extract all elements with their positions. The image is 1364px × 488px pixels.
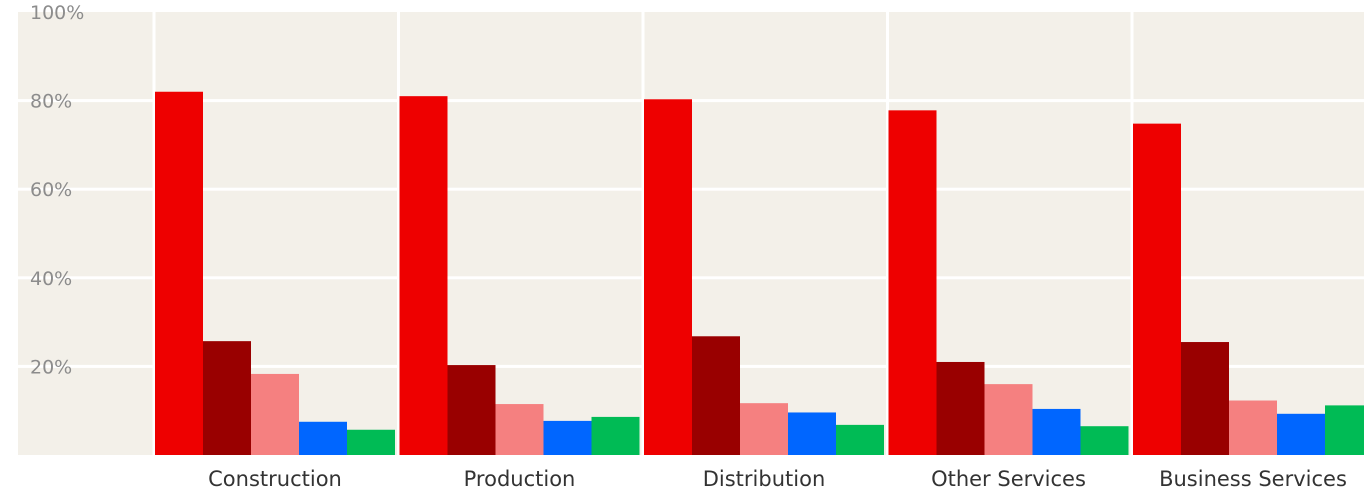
y-tick-label: 100%: [30, 2, 84, 24]
bar: [836, 424, 884, 455]
bar: [936, 361, 985, 455]
x-category-label: Construction: [208, 467, 342, 488]
gridline-v: [886, 12, 889, 455]
gridline-v: [641, 12, 645, 455]
y-tick-label: 80%: [30, 91, 72, 113]
bar: [591, 416, 640, 455]
bar: [543, 420, 592, 455]
x-category-label: Other Services: [931, 467, 1086, 488]
bar: [1181, 342, 1229, 455]
bar: [788, 412, 836, 455]
bar: [1133, 123, 1181, 456]
y-tick-label: 40%: [30, 268, 72, 290]
bar: [1325, 405, 1364, 455]
x-category-label: Production: [464, 467, 576, 488]
bar: [251, 373, 299, 455]
bar: [495, 404, 544, 455]
gridline-v: [1130, 12, 1134, 455]
bar: [347, 429, 395, 455]
bar: [740, 403, 788, 455]
bar: [692, 336, 740, 455]
bar: [984, 384, 1033, 455]
x-category-label: Business Services: [1159, 467, 1347, 488]
gridline-v: [397, 12, 400, 455]
bar: [447, 365, 496, 455]
bar: [399, 96, 448, 456]
y-tick-label: 60%: [30, 179, 72, 201]
gridline-v: [152, 12, 156, 455]
bar: [1032, 408, 1081, 455]
x-category-label: Distribution: [703, 467, 826, 488]
bar: [1080, 426, 1129, 455]
bar: [203, 341, 251, 455]
bar: [644, 99, 692, 456]
bar: [888, 110, 937, 455]
bar: [155, 91, 203, 456]
bar: [1229, 400, 1277, 455]
bar: [299, 421, 347, 455]
bar: [1277, 413, 1325, 455]
y-tick-label: 20%: [30, 356, 72, 378]
